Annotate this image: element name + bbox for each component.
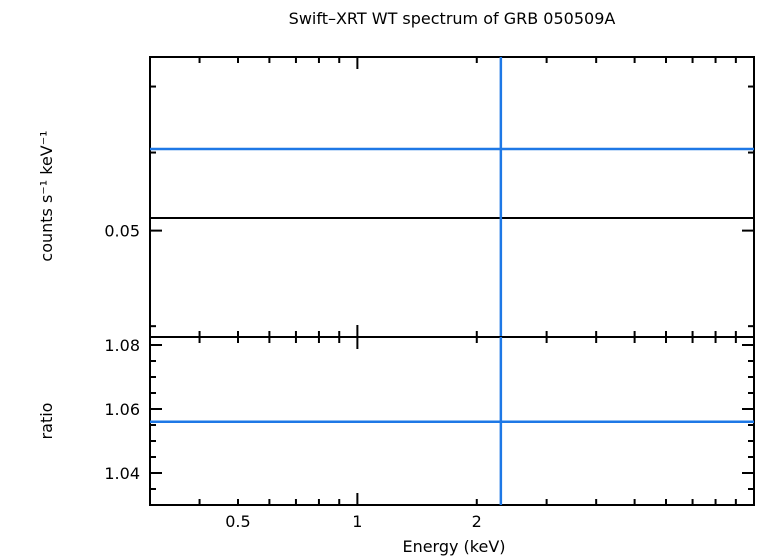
y-tick-label: 1.06 bbox=[104, 400, 140, 419]
chart-title: Swift–XRT WT spectrum of GRB 050509A bbox=[289, 9, 616, 28]
ratio-panel: 0.5 1 2 1.04 1.06 1.08 bbox=[104, 336, 755, 531]
y-tick-label: 1.04 bbox=[104, 464, 140, 483]
x-tick-label: 2 bbox=[472, 512, 482, 531]
x-axis-label: Energy (keV) bbox=[402, 537, 505, 556]
spectrum-frame bbox=[149, 56, 755, 338]
spectrum-panel: 0.05 bbox=[104, 56, 755, 338]
y-tick-label: 0.05 bbox=[104, 222, 140, 241]
y-tick-label: 1.08 bbox=[104, 336, 140, 355]
y-axis-label-ratio: ratio bbox=[37, 403, 56, 440]
x-tick-label: 1 bbox=[352, 512, 362, 531]
y-axis-label-counts: counts s⁻¹ keV⁻¹ bbox=[37, 130, 56, 261]
x-tick-label: 0.5 bbox=[225, 512, 250, 531]
